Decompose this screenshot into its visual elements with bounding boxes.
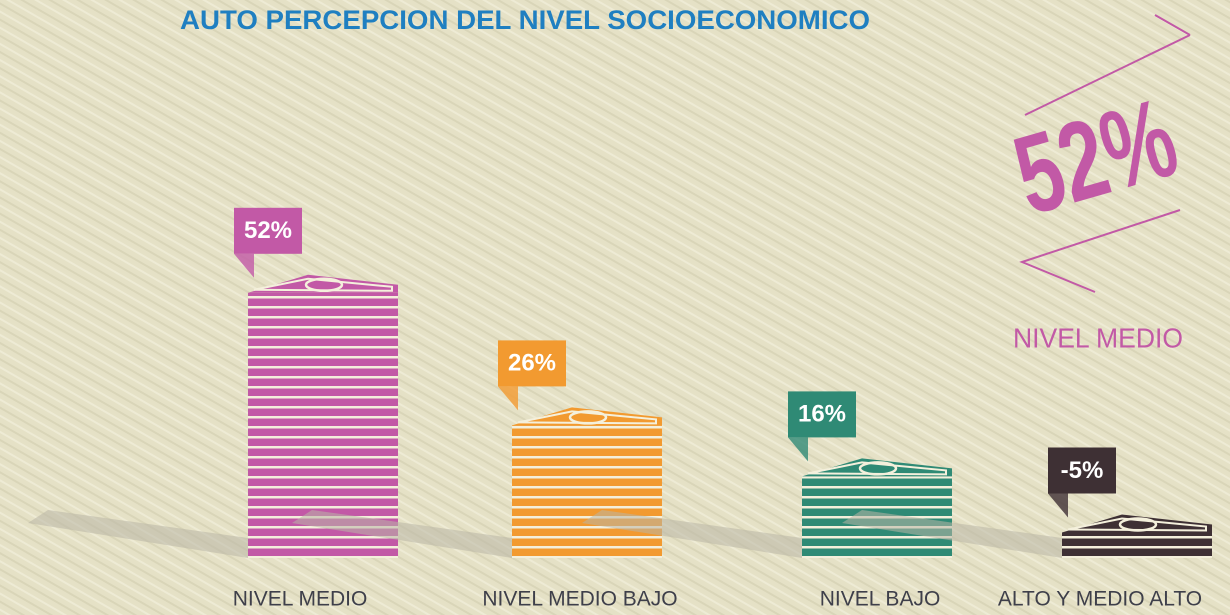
decor-line: [1154, 14, 1191, 36]
callout-box: [788, 391, 856, 438]
callout-tail: [1048, 493, 1068, 518]
callout-box: [234, 207, 302, 254]
stack-shadow: [28, 510, 248, 558]
bill-top: [248, 274, 398, 293]
callout-box: [1048, 447, 1116, 494]
bill-top: [802, 458, 952, 477]
value-label: 26%: [508, 350, 556, 377]
x-tick-label: ALTO Y MEDIO ALTO: [998, 588, 1202, 611]
stack-shadow: [842, 510, 1062, 558]
bill-face: [253, 277, 393, 292]
bill-seal: [1118, 517, 1158, 532]
callout-tail: [498, 386, 518, 411]
bill-top: [512, 407, 662, 426]
callout-box: [498, 340, 566, 387]
x-tick-label: NIVEL MEDIO BAJO: [482, 588, 677, 611]
bill-seal: [304, 277, 344, 293]
stack-shadow: [292, 510, 512, 558]
bill-face: [1067, 517, 1207, 532]
stack-shadow: [582, 510, 802, 558]
x-tick-label: NIVEL MEDIO: [233, 588, 368, 611]
chart-title: AUTO PERCEPCION DEL NIVEL SOCIOECONOMICO: [180, 5, 870, 35]
decor-line: [1019, 209, 1181, 293]
bar: [512, 425, 662, 558]
bar: [1062, 532, 1212, 558]
bill-face: [807, 461, 947, 476]
value-label: -5%: [1061, 457, 1104, 484]
bill-face: [517, 410, 657, 425]
highlight-label: NIVEL MEDIO: [1013, 322, 1183, 353]
decor-line: [1024, 34, 1191, 116]
bill-top: [1062, 514, 1212, 533]
bill-seal: [568, 410, 608, 425]
bill-seal: [858, 461, 898, 476]
callout-tail: [234, 253, 254, 278]
x-tick-label: NIVEL BAJO: [820, 588, 941, 611]
callout-tail: [788, 437, 808, 462]
value-label: 16%: [798, 401, 846, 428]
value-label: 52%: [244, 217, 292, 244]
